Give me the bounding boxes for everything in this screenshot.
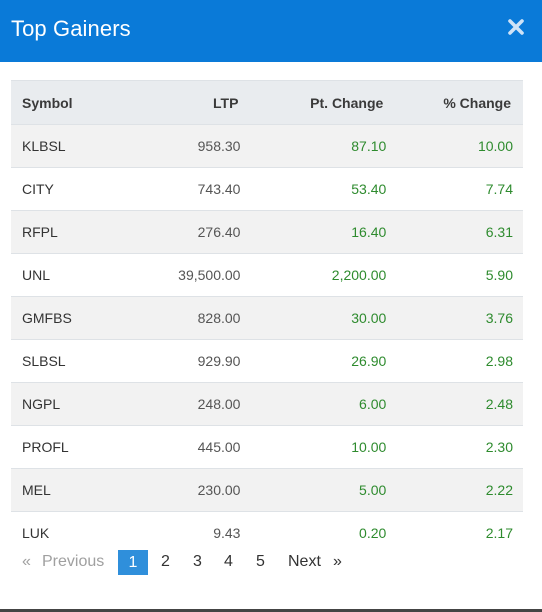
cell-pt-change: 6.00 bbox=[359, 396, 387, 412]
page-link-2[interactable]: 2 bbox=[161, 553, 170, 570]
top-gainers-table: Symbol LTP Pt. Change % Change KLBSL 958… bbox=[11, 80, 523, 555]
table-header-row: Symbol LTP Pt. Change % Change bbox=[11, 80, 523, 125]
cell-ltp: 248.00 bbox=[197, 396, 241, 412]
cell-pt-change: 16.40 bbox=[351, 224, 387, 240]
cell-symbol: NGPL bbox=[22, 396, 61, 412]
table-row: RFPL 276.40 16.40 6.31 bbox=[11, 210, 523, 254]
cell-ltp: 39,500.00 bbox=[178, 267, 241, 283]
table-row: CITY 743.40 53.40 7.74 bbox=[11, 167, 523, 211]
table-row: GMFBS 828.00 30.00 3.76 bbox=[11, 296, 523, 340]
cell-pt-change: 5.00 bbox=[359, 482, 387, 498]
cell-symbol: KLBSL bbox=[22, 138, 66, 154]
table-row: MEL 230.00 5.00 2.22 bbox=[11, 468, 523, 512]
cell-symbol: RFPL bbox=[22, 224, 58, 240]
cell-ltp: 743.40 bbox=[197, 181, 241, 197]
page-link-5[interactable]: 5 bbox=[256, 553, 265, 570]
cell-pct-change: 2.48 bbox=[485, 396, 513, 412]
cell-pct-change: 2.30 bbox=[485, 439, 513, 455]
close-icon[interactable] bbox=[507, 18, 527, 40]
cell-ltp: 276.40 bbox=[197, 224, 241, 240]
cell-pct-change: 2.17 bbox=[485, 525, 513, 542]
cell-symbol: GMFBS bbox=[22, 310, 72, 326]
previous-arrow-icon: « bbox=[22, 553, 31, 570]
table-row: LUK 9.43 0.20 2.17 bbox=[11, 511, 523, 555]
cell-pct-change: 7.74 bbox=[485, 181, 513, 197]
cell-symbol: PROFL bbox=[22, 439, 69, 455]
page-link-3[interactable]: 3 bbox=[193, 553, 202, 570]
cell-symbol: SLBSL bbox=[22, 353, 66, 369]
table-row: UNL 39,500.00 2,200.00 5.90 bbox=[11, 253, 523, 297]
page-link-1[interactable]: 1 bbox=[118, 550, 148, 575]
header-ltp[interactable]: LTP bbox=[133, 80, 241, 125]
header-pct-change[interactable]: % Change bbox=[386, 80, 523, 125]
cell-symbol: CITY bbox=[22, 181, 54, 197]
cell-symbol: UNL bbox=[22, 267, 51, 283]
cell-symbol: LUK bbox=[22, 525, 50, 542]
modal-title: Top Gainers bbox=[11, 16, 131, 41]
table-row: KLBSL 958.30 87.10 10.00 bbox=[11, 124, 523, 168]
pagination: « Previous 1 2 3 4 5 Next » bbox=[0, 550, 542, 576]
table-row: PROFL 445.00 10.00 2.30 bbox=[11, 425, 523, 469]
cell-pt-change: 0.20 bbox=[359, 525, 387, 542]
cell-ltp: 9.43 bbox=[213, 525, 241, 542]
header-symbol[interactable]: Symbol bbox=[11, 80, 134, 125]
bottom-border bbox=[0, 609, 542, 612]
cell-ltp: 929.90 bbox=[197, 353, 241, 369]
previous-page-link: Previous bbox=[42, 553, 105, 570]
cell-ltp: 828.00 bbox=[197, 310, 241, 326]
modal-header: Top Gainers bbox=[0, 0, 542, 62]
cell-symbol: MEL bbox=[22, 482, 51, 498]
cell-pct-change: 3.76 bbox=[485, 310, 513, 326]
cell-pt-change: 26.90 bbox=[351, 353, 387, 369]
cell-pct-change: 6.31 bbox=[485, 224, 513, 240]
cell-pct-change: 2.98 bbox=[485, 353, 513, 369]
cell-pt-change: 10.00 bbox=[351, 439, 387, 455]
cell-pt-change: 2,200.00 bbox=[331, 267, 387, 283]
cell-pct-change: 5.90 bbox=[485, 267, 513, 283]
cell-ltp: 958.30 bbox=[197, 138, 241, 154]
next-page-link[interactable]: Next bbox=[288, 553, 321, 570]
cell-pt-change: 53.40 bbox=[351, 181, 387, 197]
cell-ltp: 445.00 bbox=[197, 439, 241, 455]
table-row: NGPL 248.00 6.00 2.48 bbox=[11, 382, 523, 426]
cell-pct-change: 10.00 bbox=[477, 138, 513, 154]
page-link-4[interactable]: 4 bbox=[224, 553, 233, 570]
table-row: SLBSL 929.90 26.90 2.98 bbox=[11, 339, 523, 383]
next-arrow-icon[interactable]: » bbox=[333, 553, 342, 570]
header-pt-change[interactable]: Pt. Change bbox=[240, 80, 387, 125]
cell-pct-change: 2.22 bbox=[485, 482, 513, 498]
cell-pt-change: 87.10 bbox=[351, 138, 387, 154]
cell-pt-change: 30.00 bbox=[351, 310, 387, 326]
cell-ltp: 230.00 bbox=[197, 482, 241, 498]
